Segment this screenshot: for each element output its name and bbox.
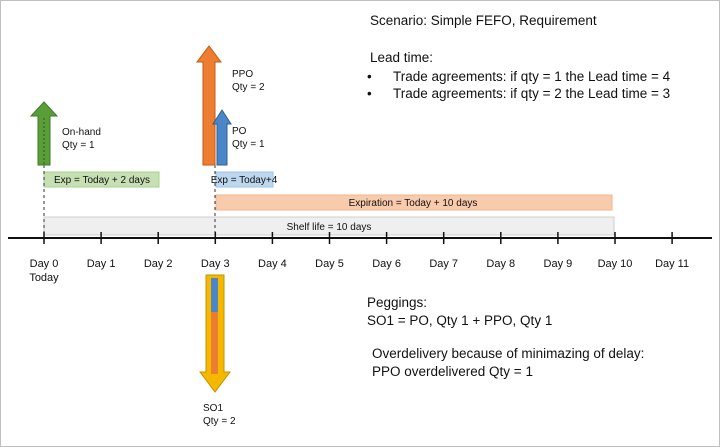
tick-label-day-10: Day 10 bbox=[598, 258, 633, 270]
bullet-2-marker: • bbox=[367, 86, 372, 101]
po-name: PO bbox=[232, 126, 247, 137]
peggings-line: SO1 = PO, Qty 1 + PPO, Qty 1 bbox=[367, 313, 552, 328]
expiration-ppo-bar bbox=[215, 194, 613, 211]
on-hand-arrow bbox=[29, 101, 59, 166]
ppo-name: PPO bbox=[232, 69, 253, 80]
exp-on-hand-label: Exp = Today + 2 days bbox=[54, 175, 150, 186]
overdelivery-line: PPO overdelivered Qty = 1 bbox=[372, 364, 533, 379]
so1-qty: Qty = 2 bbox=[203, 416, 236, 427]
exp-po-label: Exp = Today+4 bbox=[211, 175, 278, 186]
tick-label-day-5: Day 5 bbox=[315, 258, 344, 270]
scenario-title: Scenario: Simple FEFO, Requirement bbox=[370, 13, 597, 28]
tick-label-day-7: Day 7 bbox=[429, 258, 458, 270]
lead-time-bullet-1: Trade agreements: if qty = 1 the Lead ti… bbox=[393, 69, 671, 84]
peggings-heading: Peggings: bbox=[367, 295, 427, 310]
so1-ppo-segment bbox=[211, 312, 218, 374]
bullet-1-marker: • bbox=[367, 69, 372, 84]
tick-label-day-4: Day 4 bbox=[258, 258, 287, 270]
ppo-arrow bbox=[196, 45, 222, 166]
ppo-qty: Qty = 2 bbox=[232, 82, 265, 93]
exp-po-bar bbox=[215, 171, 274, 188]
tick-label-day-9: Day 9 bbox=[544, 258, 573, 270]
on-hand-qty: Qty = 1 bbox=[62, 140, 95, 151]
today-label: Today bbox=[29, 272, 59, 284]
tick-label-day-2: Day 2 bbox=[144, 258, 173, 270]
shelf-life-label: Shelf life = 10 days bbox=[287, 222, 372, 233]
on-hand-name: On-hand bbox=[62, 127, 101, 138]
tick-label-day-6: Day 6 bbox=[372, 258, 401, 270]
tick-label-day-8: Day 8 bbox=[486, 258, 515, 270]
po-arrow bbox=[212, 109, 232, 166]
lead-time-bullet-2: Trade agreements: if qty = 2 the Lead ti… bbox=[393, 86, 670, 101]
po-qty: Qty = 1 bbox=[232, 139, 265, 150]
overdelivery-heading: Overdelivery because of minimazing of de… bbox=[372, 346, 644, 361]
so1-name: SO1 bbox=[203, 403, 223, 414]
tick-label-day-1: Day 1 bbox=[87, 258, 116, 270]
tick-label-day-0: Day 0 bbox=[30, 258, 59, 270]
so1-po-segment bbox=[211, 278, 218, 312]
tick-label-day-11: Day 11 bbox=[655, 258, 689, 270]
tick-label-day-3: Day 3 bbox=[201, 258, 230, 270]
timeline-ticks: Day 0 Day 1 Day 2 Day 3 Day 4 Day 5 Day 6 Day 7… bbox=[30, 232, 689, 270]
expiration-ppo-label: Expiration = Today + 10 days bbox=[349, 198, 478, 209]
lead-time-heading: Lead time: bbox=[370, 50, 433, 65]
